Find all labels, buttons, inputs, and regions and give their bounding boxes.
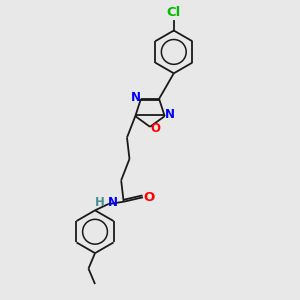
- Text: N: N: [164, 108, 175, 122]
- Text: N: N: [131, 91, 141, 104]
- Text: N: N: [108, 196, 118, 209]
- Text: O: O: [150, 122, 160, 134]
- Text: Cl: Cl: [167, 6, 181, 19]
- Text: O: O: [143, 191, 155, 204]
- Text: H: H: [94, 196, 104, 209]
